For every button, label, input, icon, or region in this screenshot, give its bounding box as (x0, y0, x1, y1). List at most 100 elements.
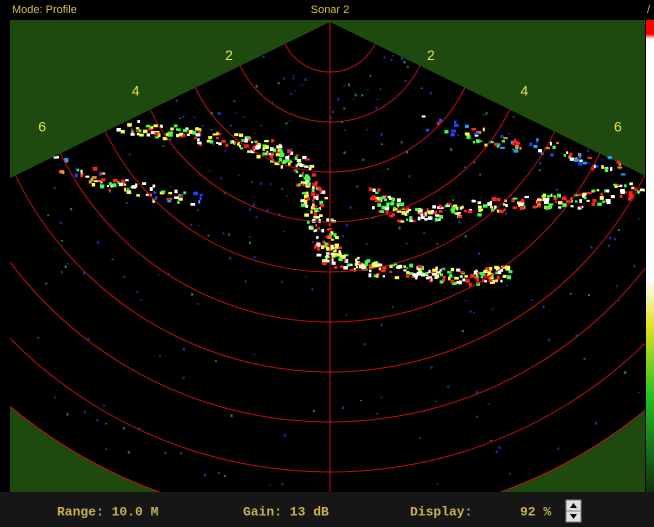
sonar-echo (313, 205, 318, 208)
sonar-echo (338, 246, 343, 250)
sonar-echo (368, 269, 372, 273)
sonar-echo (304, 174, 309, 178)
sonar-echo (477, 205, 482, 209)
sonar-echo (197, 138, 200, 142)
sonar-echo (384, 207, 390, 211)
sonar-echo (601, 165, 604, 169)
sonar-echo (218, 142, 222, 146)
sonar-noise (219, 112, 222, 115)
sonar-echo (439, 206, 444, 209)
sonar-noise (162, 145, 165, 147)
sonar-noise (340, 121, 343, 123)
sonar-echo (74, 173, 78, 178)
sonar-noise (473, 311, 476, 313)
sonar-noise (349, 205, 352, 209)
sonar-echo (331, 238, 334, 241)
sonar-noise (196, 303, 199, 305)
display-label: Display: (410, 504, 472, 519)
spinner-up[interactable] (570, 503, 577, 508)
sonar-noise (452, 199, 455, 202)
sonar-echo (315, 196, 319, 200)
sonar-echo (592, 164, 596, 169)
sonar-echo (330, 218, 334, 222)
sonar-echo (120, 129, 125, 134)
sonar-echo (383, 266, 386, 271)
sonar-fan (10, 22, 645, 492)
sonar-echo (371, 263, 376, 268)
sonar-echo (420, 266, 424, 271)
sonar-echo (462, 278, 466, 282)
sonar-echo (418, 207, 421, 211)
sonar-echo (373, 274, 377, 278)
sonar-echo (426, 208, 429, 212)
sonar-echo (400, 202, 405, 207)
sonar-noise (405, 242, 408, 245)
sonar-echo (112, 183, 117, 188)
sonar-echo (317, 248, 321, 251)
sonar-echo (117, 181, 120, 184)
sonar-noise (322, 243, 325, 246)
sonar-echo (464, 275, 468, 278)
sonar-noise (281, 482, 284, 486)
display-spinner[interactable] (565, 499, 582, 523)
sonar-noise (237, 174, 240, 176)
range-status: Range: 10.0 M (57, 504, 159, 519)
sonar-echo (413, 273, 419, 278)
sonar-echo (507, 275, 512, 280)
sonar-echo (385, 205, 390, 209)
sonar-noise (436, 243, 439, 245)
spinner-down[interactable] (570, 514, 577, 519)
sonar-echo (127, 123, 132, 127)
sonar-echo (432, 268, 438, 272)
sonar-echo (569, 152, 573, 156)
corner-mark: / (647, 4, 651, 16)
sonar-echo (89, 179, 93, 183)
sonar-echo (430, 277, 433, 282)
sonar-noise (123, 275, 126, 279)
sonar-echo (262, 152, 267, 156)
sonar-echo (234, 133, 239, 137)
sonar-echo (389, 270, 393, 274)
sonar-echo (279, 149, 283, 152)
sonar-noise (637, 218, 640, 220)
sonar-echo (429, 278, 432, 283)
sonar-echo (464, 132, 470, 136)
sonar-noise (60, 270, 63, 274)
sonar-echo (124, 187, 127, 192)
sonar-echo (90, 178, 94, 182)
sonar-noise (251, 180, 254, 183)
sonar-echo (487, 271, 492, 276)
sonar-echo (459, 275, 463, 278)
sonar-echo (482, 270, 488, 274)
sonar-noise (555, 188, 558, 191)
sonar-echo (188, 130, 194, 134)
sonar-noise (587, 149, 590, 153)
sonar-echo (314, 229, 318, 232)
sonar-noise (475, 390, 478, 394)
sonar-echo (237, 142, 240, 145)
sonar-echo (515, 141, 521, 145)
sonar-echo (386, 202, 391, 205)
sonar-noise (182, 348, 185, 351)
sonar-echo (338, 257, 343, 262)
sonar-echo (170, 127, 174, 131)
sonar-echo (358, 262, 362, 265)
sonar-echo (597, 202, 602, 206)
sonar-echo (475, 273, 479, 278)
sonar-echo (575, 157, 578, 161)
sonar-noise (343, 107, 346, 110)
sonar-noise (607, 244, 610, 248)
sonar-echo (484, 273, 487, 278)
sonar-noise (430, 366, 433, 369)
sonar-echo (442, 275, 446, 279)
sonar-echo (450, 129, 456, 133)
sonar-echo (436, 121, 440, 125)
sonar-noise (138, 427, 141, 431)
sonar-noise (609, 236, 612, 240)
sonar-echo (168, 131, 173, 134)
sonar-noise (125, 202, 128, 204)
sonar-echo (376, 274, 379, 278)
sonar-echo (454, 276, 459, 280)
sonar-noise (441, 268, 444, 272)
sonar-echo (475, 132, 480, 135)
